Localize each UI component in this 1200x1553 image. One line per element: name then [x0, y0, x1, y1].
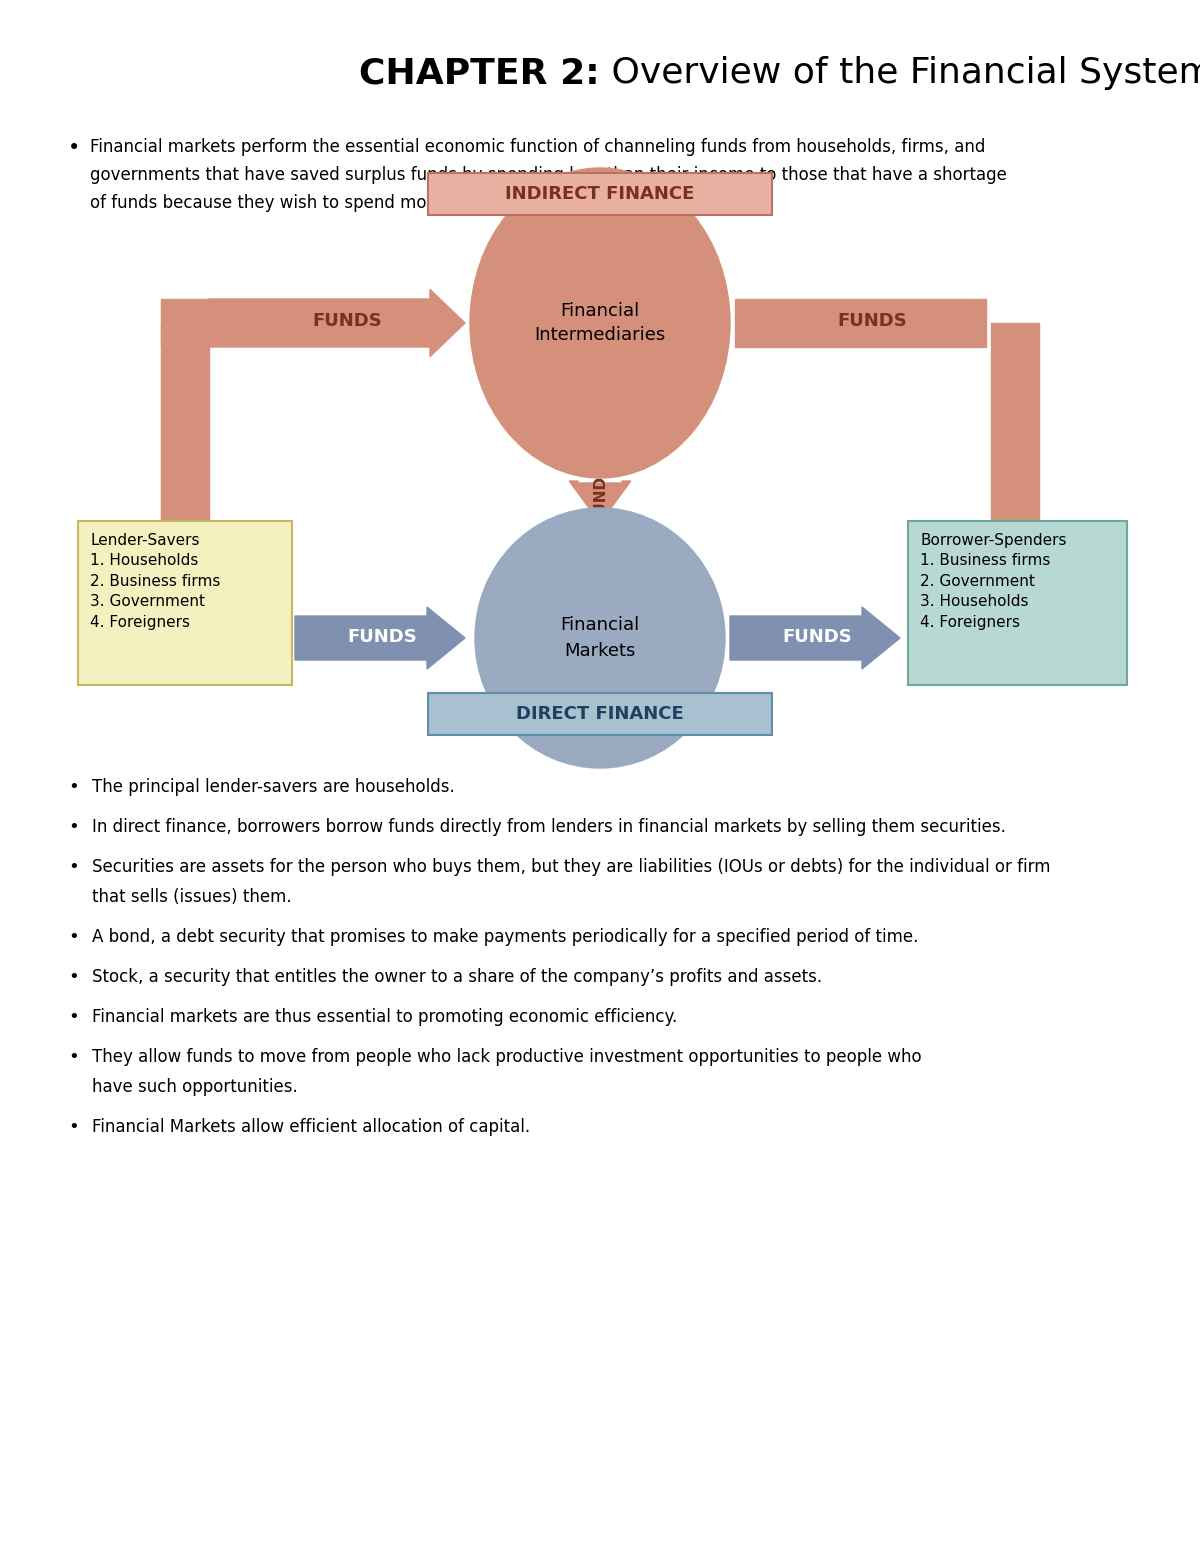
Ellipse shape — [470, 168, 730, 478]
Text: Financial
Markets: Financial Markets — [560, 617, 640, 660]
Bar — [161, 300, 209, 346]
Ellipse shape — [475, 508, 725, 769]
FancyArrow shape — [209, 289, 466, 357]
Text: •: • — [68, 857, 79, 876]
Text: Securities are assets for the person who buys them, but they are liabilities (IO: Securities are assets for the person who… — [92, 857, 1050, 876]
FancyArrow shape — [982, 523, 1049, 578]
Text: •: • — [68, 1008, 79, 1027]
Bar — [991, 323, 1039, 528]
FancyBboxPatch shape — [428, 172, 772, 214]
Text: INDIRECT FINANCE: INDIRECT FINANCE — [505, 185, 695, 203]
Text: Lender-Savers
1. Households
2. Business firms
3. Government
4. Foreigners: Lender-Savers 1. Households 2. Business … — [90, 533, 221, 629]
Text: Financial
Intermediaries: Financial Intermediaries — [534, 301, 666, 345]
Text: governments that have saved surplus funds by spending less than their income to : governments that have saved surplus fund… — [90, 166, 1007, 183]
Text: have such opportunities.: have such opportunities. — [92, 1078, 298, 1096]
Text: •: • — [68, 778, 79, 797]
FancyBboxPatch shape — [428, 693, 772, 735]
Text: DIRECT FINANCE: DIRECT FINANCE — [516, 705, 684, 724]
Text: •: • — [68, 929, 79, 946]
Text: that sells (issues) them.: that sells (issues) them. — [92, 888, 292, 905]
FancyBboxPatch shape — [78, 520, 292, 685]
Text: Financial markets perform the essential economic function of channeling funds fr: Financial markets perform the essential … — [90, 138, 985, 155]
Text: FUNDS: FUNDS — [593, 463, 607, 522]
Text: Financial Markets allow efficient allocation of capital.: Financial Markets allow efficient alloca… — [92, 1118, 530, 1135]
Text: Financial markets are thus essential to promoting economic efficiency.: Financial markets are thus essential to … — [92, 1008, 677, 1027]
FancyArrow shape — [730, 607, 900, 669]
Text: FUNDS: FUNDS — [347, 627, 416, 646]
Text: FUNDS: FUNDS — [838, 312, 907, 329]
Bar — [161, 323, 209, 528]
Text: The principal lender-savers are households.: The principal lender-savers are househol… — [92, 778, 455, 797]
Text: In direct finance, borrowers borrow funds directly from lenders in financial mar: In direct finance, borrowers borrow fund… — [92, 818, 1006, 836]
Text: •: • — [68, 1048, 79, 1065]
Text: Stock, a security that entitles the owner to a share of the company’s profits an: Stock, a security that entitles the owne… — [92, 968, 822, 986]
Text: A bond, a debt security that promises to make payments periodically for a specif: A bond, a debt security that promises to… — [92, 929, 918, 946]
Text: CHAPTER 2:: CHAPTER 2: — [359, 56, 600, 90]
FancyArrow shape — [734, 300, 986, 346]
Text: FUNDS: FUNDS — [312, 312, 382, 329]
Text: Borrower-Spenders
1. Business firms
2. Government
3. Households
4. Foreigners: Borrower-Spenders 1. Business firms 2. G… — [920, 533, 1067, 629]
Text: •: • — [68, 968, 79, 986]
Text: •: • — [68, 1118, 79, 1135]
FancyBboxPatch shape — [908, 520, 1127, 685]
FancyArrow shape — [569, 481, 631, 523]
Text: •: • — [68, 138, 80, 158]
Text: •: • — [68, 818, 79, 836]
FancyArrow shape — [295, 607, 466, 669]
Text: They allow funds to move from people who lack productive investment opportunitie: They allow funds to move from people who… — [92, 1048, 922, 1065]
Text: Overview of the Financial System: Overview of the Financial System — [600, 56, 1200, 90]
Text: FUNDS: FUNDS — [782, 627, 852, 646]
Text: of funds because they wish to spend more than their income.: of funds because they wish to spend more… — [90, 194, 601, 213]
